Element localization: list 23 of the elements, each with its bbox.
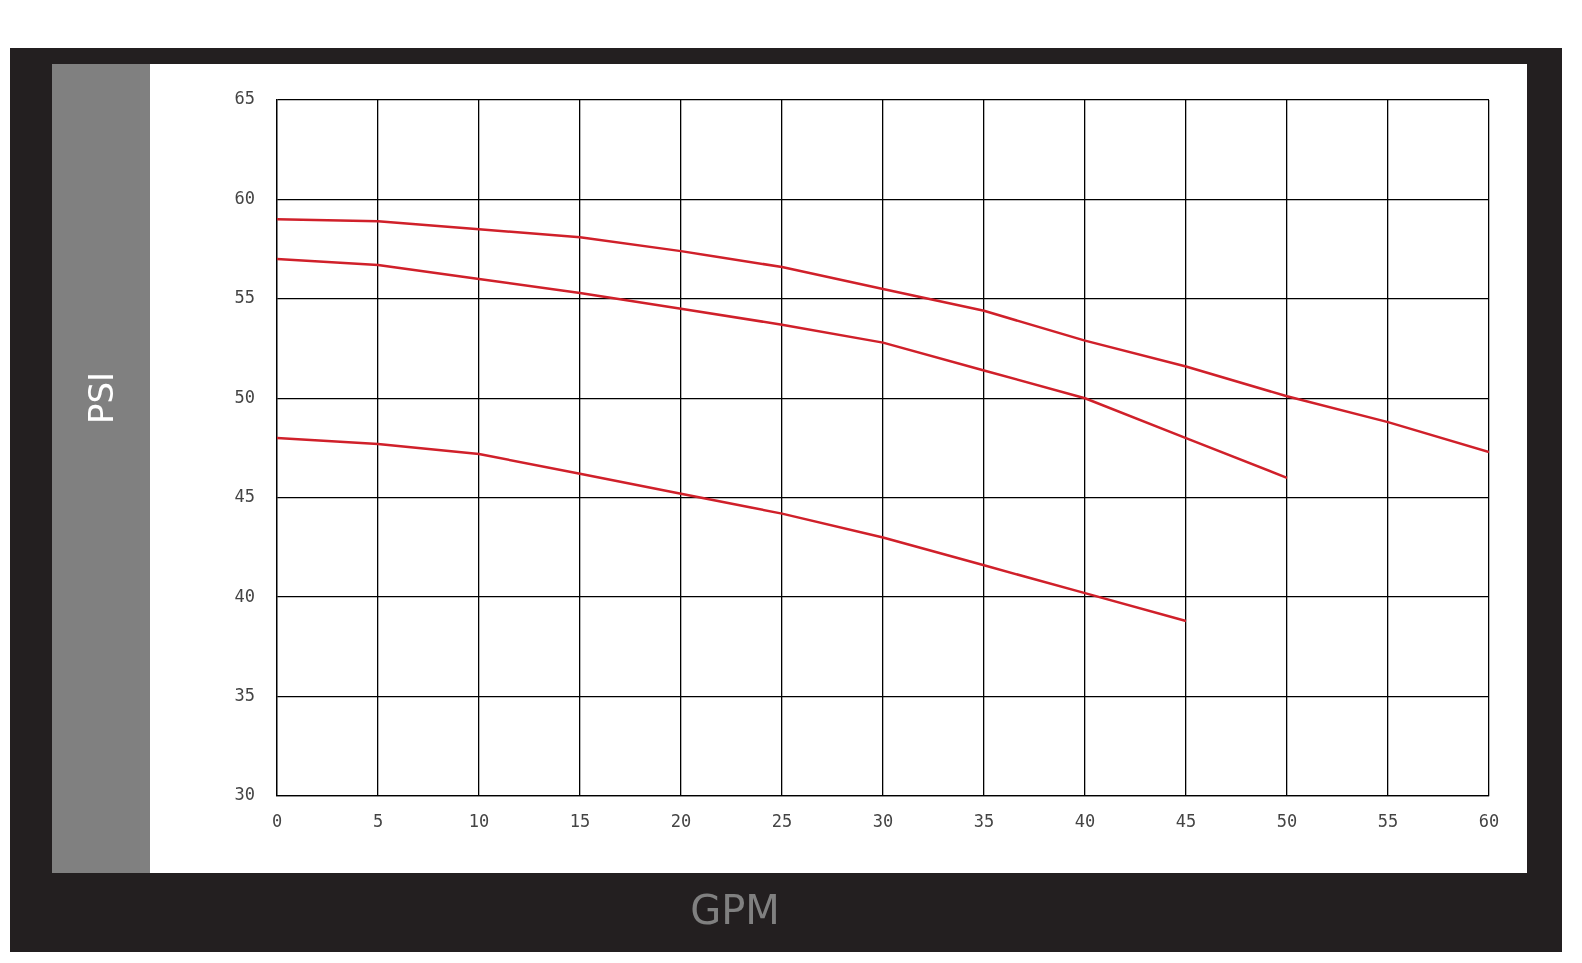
y-tick-label: 55 <box>234 287 255 308</box>
y-tick-label: 50 <box>234 386 255 407</box>
x-tick-label: 25 <box>771 810 793 831</box>
y-tick-label: 30 <box>234 784 255 805</box>
x-axis-title: GPM <box>690 887 780 933</box>
y-tick-label: 65 <box>234 88 255 109</box>
x-tick-label: 55 <box>1377 810 1399 831</box>
x-tick-label: 60 <box>1478 810 1500 831</box>
y-tick-label: 60 <box>234 187 255 208</box>
x-tick-label: 0 <box>271 810 283 831</box>
y-tick-label: 40 <box>234 585 255 606</box>
x-tick-label: 5 <box>372 810 384 831</box>
x-tick-label: 20 <box>670 810 692 831</box>
y-tick-label: 45 <box>234 486 255 507</box>
x-tick-label: 40 <box>1074 810 1096 831</box>
y-tick-label: 35 <box>234 684 255 705</box>
y-axis-title: PSI <box>81 371 121 425</box>
x-tick-label: 10 <box>468 810 490 831</box>
x-tick-label: 35 <box>973 810 995 831</box>
x-tick-label: 30 <box>872 810 894 831</box>
x-tick-label: 50 <box>1276 810 1298 831</box>
x-tick-label: 15 <box>569 810 591 831</box>
x-tick-label: 45 <box>1175 810 1197 831</box>
